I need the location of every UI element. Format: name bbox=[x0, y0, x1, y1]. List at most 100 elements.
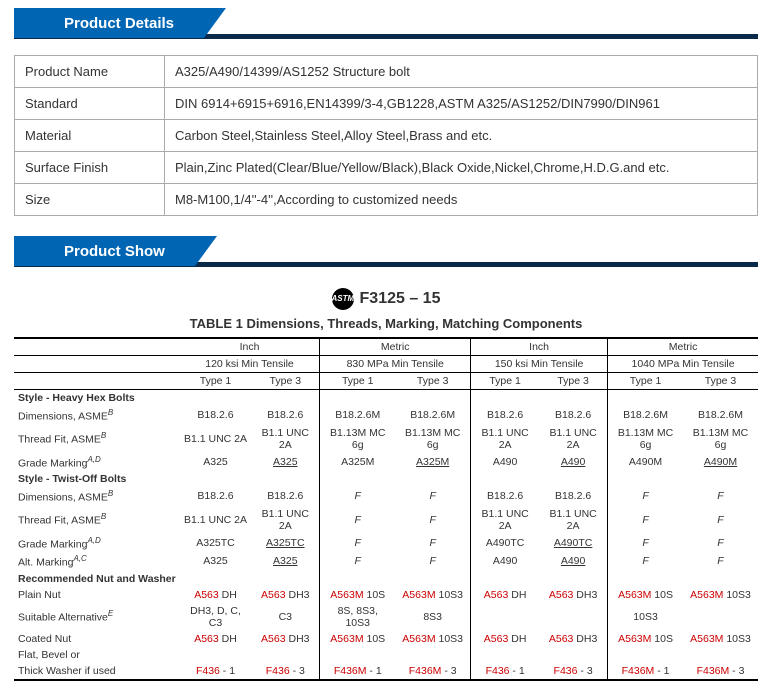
spec-row-label: Thread Fit, ASMEB bbox=[14, 425, 180, 453]
spec-cell bbox=[320, 647, 395, 663]
spec-cell: F bbox=[683, 552, 758, 571]
spec-cell bbox=[251, 471, 319, 487]
spec-cell bbox=[683, 471, 758, 487]
spec-cell: A563 DH bbox=[471, 587, 539, 603]
info-value: A325/A490/14399/AS1252 Structure bolt bbox=[165, 56, 758, 88]
spec-cell: B1.13M MC 6g bbox=[320, 425, 395, 453]
spec-cell bbox=[683, 390, 758, 407]
spec-standard-code: F3125 – 15 bbox=[360, 290, 441, 308]
spec-cell: A563 DH bbox=[471, 631, 539, 647]
spec-cell: B18.2.6 bbox=[251, 487, 319, 506]
info-label: Material bbox=[15, 120, 165, 152]
spec-cell: B1.1 UNC 2A bbox=[180, 425, 252, 453]
spec-table: InchMetricInchMetric120 ksi Min Tensile8… bbox=[14, 337, 758, 681]
spec-row-label: Plain Nut bbox=[14, 587, 180, 603]
spec-cell: A563 DH bbox=[180, 587, 252, 603]
spec-standard-title: ASTM F3125 – 15 bbox=[14, 288, 758, 310]
spec-cell bbox=[180, 571, 252, 587]
spec-cell: F bbox=[395, 552, 470, 571]
spec-cell: F bbox=[683, 534, 758, 553]
spec-cell: F bbox=[395, 534, 470, 553]
spec-cell: A563M 10S3 bbox=[395, 587, 470, 603]
spec-cell: A490TC bbox=[471, 534, 539, 553]
spec-cell: F bbox=[608, 506, 683, 534]
spec-cell: F436M - 1 bbox=[608, 663, 683, 680]
spec-cell: B18.2.6M bbox=[320, 406, 395, 425]
spec-cell: F bbox=[320, 506, 395, 534]
spec-cell bbox=[683, 571, 758, 587]
info-row: Surface FinishPlain,Zinc Plated(Clear/Bl… bbox=[15, 152, 758, 184]
spec-row-label: Flat, Bevel or bbox=[14, 647, 180, 663]
spec-cell: B18.2.6 bbox=[539, 406, 607, 425]
spec-cell: F436M - 3 bbox=[683, 663, 758, 680]
spec-cell: B18.2.6 bbox=[251, 406, 319, 425]
spec-cell bbox=[180, 647, 252, 663]
spec-cell: C3 bbox=[251, 603, 319, 631]
spec-cell: B1.1 UNC 2A bbox=[539, 506, 607, 534]
spec-cell bbox=[471, 471, 539, 487]
info-value: Carbon Steel,Stainless Steel,Alloy Steel… bbox=[165, 120, 758, 152]
spec-cell bbox=[608, 571, 683, 587]
spec-cell bbox=[320, 471, 395, 487]
spec-cell: F436 - 1 bbox=[180, 663, 252, 680]
blank-header bbox=[14, 338, 180, 356]
type-header: Type 3 bbox=[539, 373, 607, 390]
type-header: Type 3 bbox=[251, 373, 319, 390]
spec-cell: F bbox=[395, 506, 470, 534]
spec-cell: F bbox=[320, 552, 395, 571]
product-show-title: Product Show bbox=[14, 236, 195, 266]
spec-cell: B1.13M MC 6g bbox=[395, 425, 470, 453]
spec-cell: A325 bbox=[251, 552, 319, 571]
col-header: 150 ksi Min Tensile bbox=[471, 356, 608, 373]
spec-cell: B18.2.6 bbox=[471, 406, 539, 425]
spec-cell: A563 DH3 bbox=[539, 631, 607, 647]
product-details-header: Product Details bbox=[14, 8, 772, 40]
info-label: Standard bbox=[15, 88, 165, 120]
info-value: DIN 6914+6915+6916,EN14399/3-4,GB1228,AS… bbox=[165, 88, 758, 120]
spec-cell: A563 DH bbox=[180, 631, 252, 647]
col-header: 1040 MPa Min Tensile bbox=[608, 356, 758, 373]
type-header: Type 1 bbox=[320, 373, 395, 390]
info-label: Size bbox=[15, 184, 165, 216]
spec-cell: F436 - 1 bbox=[471, 663, 539, 680]
spec-cell: A490TC bbox=[539, 534, 607, 553]
info-label: Surface Finish bbox=[15, 152, 165, 184]
spec-cell: A563M 10S bbox=[608, 631, 683, 647]
spec-cell bbox=[471, 571, 539, 587]
spec-cell: B1.1 UNC 2A bbox=[251, 425, 319, 453]
spec-cell bbox=[683, 647, 758, 663]
info-label: Product Name bbox=[15, 56, 165, 88]
blank-header bbox=[14, 373, 180, 390]
spec-cell: B1.13M MC 6g bbox=[683, 425, 758, 453]
spec-cell: A325TC bbox=[180, 534, 252, 553]
spec-cell: B1.1 UNC 2A bbox=[471, 506, 539, 534]
spec-cell: F bbox=[320, 534, 395, 553]
spec-cell: B18.2.6M bbox=[608, 406, 683, 425]
spec-cell: F bbox=[683, 506, 758, 534]
spec-cell: B18.2.6M bbox=[683, 406, 758, 425]
spec-cell bbox=[251, 647, 319, 663]
spec-cell: B18.2.6 bbox=[180, 487, 252, 506]
spec-cell: F bbox=[683, 487, 758, 506]
spec-cell: B1.13M MC 6g bbox=[608, 425, 683, 453]
col-header: Inch bbox=[180, 338, 320, 356]
product-show-header: Product Show bbox=[14, 236, 772, 268]
spec-cell: B18.2.6 bbox=[471, 487, 539, 506]
spec-cell: A563M 10S bbox=[320, 631, 395, 647]
spec-cell bbox=[539, 571, 607, 587]
spec-cell: A325 bbox=[180, 453, 252, 472]
spec-row-label: Coated Nut bbox=[14, 631, 180, 647]
spec-cell: F bbox=[320, 487, 395, 506]
spec-cell: 8S, 8S3, 10S3 bbox=[320, 603, 395, 631]
spec-cell bbox=[608, 390, 683, 407]
spec-cell: A325M bbox=[395, 453, 470, 472]
spec-cell: F436M - 1 bbox=[320, 663, 395, 680]
info-row: Product NameA325/A490/14399/AS1252 Struc… bbox=[15, 56, 758, 88]
spec-row-label: Alt. MarkingA,C bbox=[14, 552, 180, 571]
spec-cell: A490 bbox=[539, 552, 607, 571]
spec-cell: B1.1 UNC 2A bbox=[539, 425, 607, 453]
spec-cell bbox=[395, 647, 470, 663]
spec-cell bbox=[539, 390, 607, 407]
spec-cell: F436 - 3 bbox=[251, 663, 319, 680]
spec-cell: F bbox=[395, 487, 470, 506]
